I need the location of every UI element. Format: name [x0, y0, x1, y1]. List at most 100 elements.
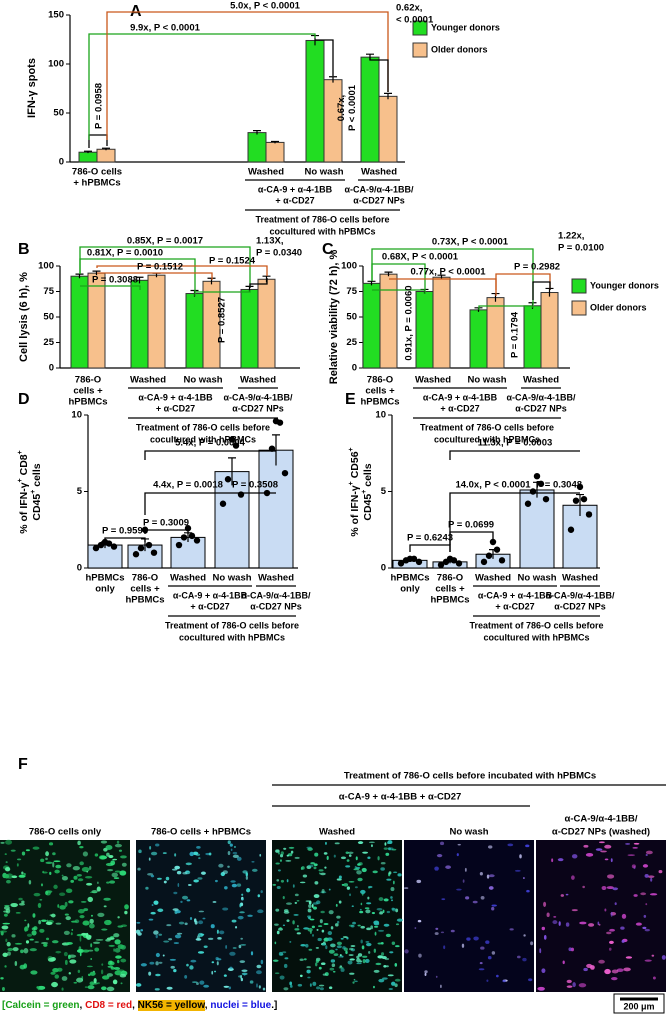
significance-label: 5.0x, P < 0.0001 [230, 1, 301, 12]
cell [87, 896, 94, 903]
cell [100, 840, 108, 844]
significance-bracket [80, 285, 141, 290]
cell [65, 888, 73, 893]
cell [465, 896, 470, 900]
x-tick-label: Washed [475, 573, 511, 584]
cell [308, 904, 312, 908]
cell [117, 916, 120, 919]
cell [95, 939, 104, 941]
cell [349, 958, 355, 961]
y-axis-label: % of IFN-γ+ CD8+ [17, 450, 29, 533]
cell [12, 947, 19, 952]
x-axis-title: Treatment of 786-O cells before [469, 620, 603, 630]
cell [292, 920, 295, 925]
cell [435, 975, 438, 978]
cell [303, 927, 310, 930]
cell [582, 885, 585, 889]
cell [145, 886, 149, 890]
cell [32, 846, 40, 850]
cell [417, 919, 422, 923]
cell [325, 945, 328, 950]
x-axis-title: Treatment of 786-O cells before [420, 422, 554, 432]
cell [351, 905, 354, 907]
x-tick-label: hPBMCs [360, 397, 399, 408]
cell [466, 937, 471, 941]
cell [6, 941, 11, 947]
cell [397, 873, 402, 877]
cell [51, 940, 59, 944]
cell [274, 941, 277, 945]
cell [233, 845, 236, 849]
cell [77, 909, 85, 914]
cell [92, 941, 101, 944]
cell [316, 986, 321, 990]
cell [38, 919, 42, 925]
y-tick-label: 10 [375, 410, 386, 421]
cell [357, 877, 363, 882]
cell [72, 866, 80, 871]
cell [189, 965, 194, 970]
cell [89, 918, 94, 924]
cell [66, 863, 72, 868]
cell [223, 974, 227, 977]
significance-label: 0.68X, P < 0.0001 [382, 252, 459, 263]
cell [251, 868, 258, 872]
cell [621, 913, 627, 919]
cell [485, 940, 490, 944]
cell [173, 969, 177, 973]
cell [97, 912, 105, 917]
x-tick-label: only [400, 584, 420, 595]
x-tick-label: Washed [130, 375, 166, 386]
cell [193, 918, 197, 923]
significance-bracket [144, 450, 276, 460]
scale-bar-label: 200 μm [623, 1001, 654, 1011]
cell [346, 886, 350, 890]
cell [55, 864, 62, 869]
cell [380, 861, 386, 865]
x-tick-label: hPBMCs [390, 573, 429, 584]
cell [208, 937, 214, 940]
significance-bracket [409, 544, 451, 552]
cell [349, 893, 351, 897]
cell [106, 986, 115, 992]
cell [340, 856, 346, 860]
cell [25, 849, 30, 852]
stain-legend-part: , [79, 1000, 86, 1011]
cell [276, 930, 280, 935]
cell [329, 967, 335, 971]
cell [294, 901, 298, 905]
cell [68, 900, 74, 904]
cell [192, 981, 198, 984]
stain-legend-part: .] [271, 1000, 278, 1011]
cell [347, 851, 354, 854]
cell [365, 941, 370, 943]
cell [440, 984, 442, 989]
cell [29, 948, 37, 952]
cell [45, 890, 49, 896]
cell [227, 865, 230, 868]
cell [537, 986, 545, 991]
y-tick-label: 75 [346, 286, 357, 297]
micrograph [136, 840, 266, 992]
cell [507, 843, 514, 847]
cell [328, 949, 335, 954]
cell [391, 907, 395, 911]
cell [52, 852, 56, 856]
cell [137, 867, 141, 871]
x-tick-label: cells + [365, 386, 395, 397]
cell [213, 970, 217, 973]
label-part: CD45 [31, 494, 43, 521]
error-bar [384, 92, 392, 100]
data-point [268, 445, 276, 452]
cell [5, 839, 13, 845]
cell [606, 931, 612, 935]
cell [491, 951, 496, 955]
y-axis-label: CD45+ cells [361, 463, 373, 520]
cell [61, 875, 69, 881]
cell [203, 984, 210, 988]
cell [424, 970, 428, 974]
cell [395, 945, 400, 948]
cell [198, 857, 201, 860]
cell [380, 867, 385, 871]
cell [230, 880, 236, 883]
